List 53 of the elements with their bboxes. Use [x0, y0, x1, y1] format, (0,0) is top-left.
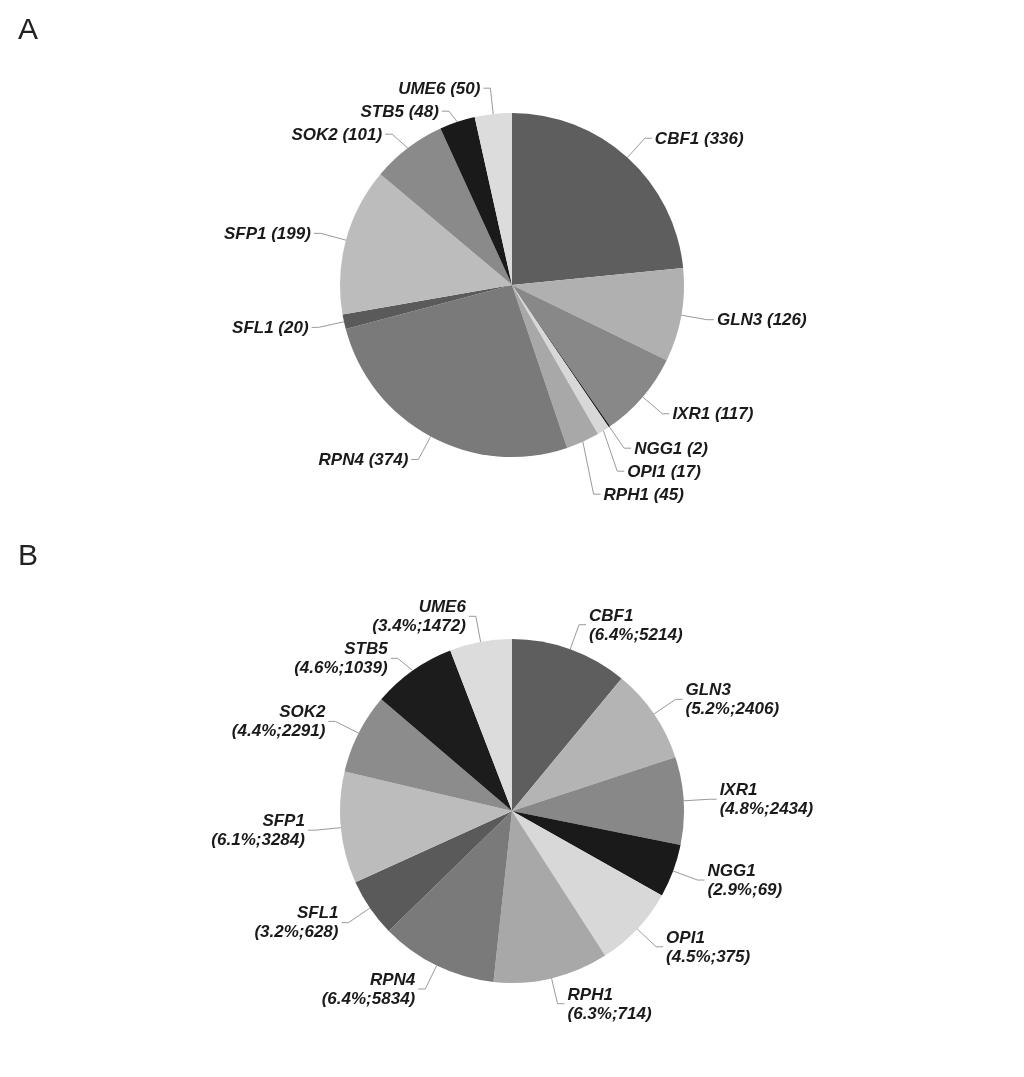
pie-slice [342, 285, 512, 330]
slice-label: RPH1 [567, 984, 613, 1004]
slice-label: IXR1 (117) [672, 404, 754, 424]
pie-slice [450, 639, 512, 811]
data-label: (4.8%;2434) [719, 799, 814, 819]
pie-slice [340, 174, 512, 315]
data-label: (2.9%;69) [707, 879, 783, 899]
pie-slice [340, 771, 512, 883]
pie-slice [512, 285, 667, 427]
slice-label: SFP1 (199) [223, 223, 312, 243]
data-label: (5.2%;2406) [685, 699, 780, 719]
pie-slice [512, 757, 684, 846]
slice-label: GLN3 [685, 680, 732, 700]
slice-label: NGG1 (2) [634, 438, 709, 458]
pie-slice [512, 285, 598, 448]
data-label: (4.5%;375) [666, 946, 751, 966]
slice-label: UME6 (50) [398, 78, 481, 98]
slice-label: NGG1 [707, 860, 756, 880]
slice-label: STB5 [344, 639, 389, 659]
chart-title: B [18, 538, 39, 572]
data-label: (4.6%;1039) [294, 658, 389, 678]
pie-slice [355, 811, 512, 931]
data-label: (4.4%;2291) [231, 721, 326, 741]
slice-label: SOK2 [279, 702, 326, 722]
data-label: (6.4%;5834) [321, 988, 416, 1008]
pie-slice [344, 699, 512, 811]
pie-slice [512, 811, 681, 896]
slice-label: SOK2 (101) [291, 124, 383, 144]
pie-slice [512, 811, 662, 956]
slice-label: SFL1 (20) [232, 317, 309, 337]
pie-slice [474, 113, 512, 285]
pie-slice [380, 128, 512, 285]
pie-slice [440, 117, 512, 285]
slice-label: RPN4 [369, 969, 416, 989]
slice-label: CBF1 (336) [654, 128, 744, 148]
data-label: (6.3%;714) [567, 1003, 652, 1023]
data-label: (3.4%;1472) [372, 616, 467, 636]
data-label: (3.2%;628) [254, 922, 339, 942]
pie-slice [512, 267, 684, 361]
slice-label: RPH1 (45) [603, 484, 685, 504]
slice-label: GLN3 (126) [716, 310, 808, 330]
slice-label: RPN4 (374) [318, 449, 409, 469]
slice-label: UME6 [418, 597, 467, 617]
data-label: (6.1%;3284) [211, 830, 306, 850]
data-label: (6.4%;5214) [589, 624, 683, 644]
slice-label: CBF1 [589, 605, 634, 625]
slice-label: IXR1 [719, 780, 758, 800]
chart-title: A [18, 12, 39, 46]
slice-label: OPI1 [666, 927, 705, 947]
slice-label: OPI1 (17) [627, 461, 702, 481]
slice-label: STB5 (48) [360, 101, 440, 121]
slice-label: SFP1 [262, 811, 305, 831]
slice-label: SFL1 [296, 903, 339, 923]
